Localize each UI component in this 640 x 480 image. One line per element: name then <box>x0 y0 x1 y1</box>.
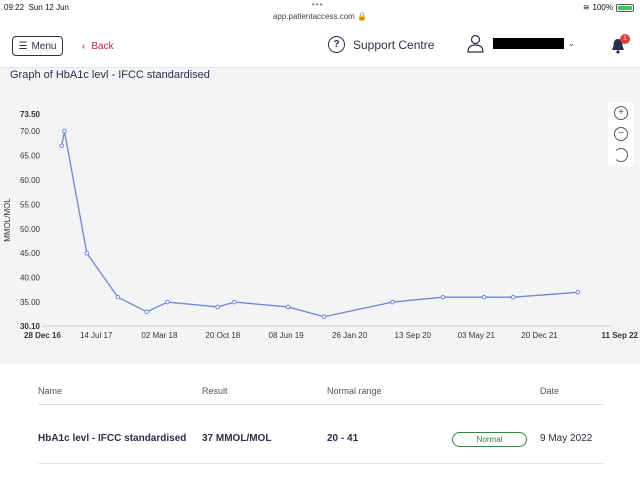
header-result: Result <box>202 386 228 396</box>
data-point <box>62 128 67 134</box>
y-tick-label: 50.00 <box>20 225 41 234</box>
y-tick-label: 65.00 <box>20 152 41 161</box>
results-panel: Name Result Normal range Date HbA1c levl… <box>0 364 640 480</box>
x-tick-label: 11 Sep 22 <box>602 331 639 340</box>
y-tick-label: 73.50 <box>20 110 41 119</box>
hba1c-series-line <box>61 130 578 318</box>
data-point <box>232 299 237 305</box>
support-label: Support Centre <box>353 37 435 52</box>
user-icon <box>467 34 484 53</box>
data-point <box>321 314 327 320</box>
back-link[interactable]: ‹ Back <box>82 41 114 52</box>
hamburger-icon: ☰ <box>18 40 28 52</box>
status-bar: 09:22 Sun 12 Jun ••• app.patientaccess.c… <box>0 0 640 24</box>
redacted-username <box>493 38 564 49</box>
notification-badge: 1 <box>620 34 630 44</box>
data-point <box>115 294 121 300</box>
support-centre-link[interactable]: ? Support Centre <box>328 36 434 53</box>
x-tick-label: 14 Jul 17 <box>80 331 113 340</box>
zoom-in-icon[interactable]: + <box>614 105 628 120</box>
data-point <box>575 289 581 295</box>
graph-title: Graph of HbA1c levl - IFCC standardised <box>10 69 210 81</box>
zoom-controls: + − <box>608 102 634 166</box>
y-tick-label: 60.00 <box>20 176 41 185</box>
menu-button[interactable]: ☰ Menu <box>12 36 63 56</box>
status-time: 09:22 Sun 12 Jun <box>4 3 69 12</box>
url-bar[interactable]: app.patientaccess.com 🔒 <box>272 12 368 21</box>
lock-icon: 🔒 <box>357 12 368 21</box>
app-header: ☰ Menu ‹ Back ? Support Centre ⌄ 1 <box>0 24 640 68</box>
header-date: Date <box>540 386 560 396</box>
wifi-icon: ≋ <box>582 3 590 12</box>
status-badge: Normal <box>452 432 527 447</box>
y-tick-label: 45.00 <box>20 249 41 258</box>
y-tick-label: 55.00 <box>20 200 41 209</box>
divider <box>38 463 604 464</box>
data-point <box>215 304 220 310</box>
x-tick-label: 13 Sep 20 <box>395 331 432 340</box>
y-tick-label: 70.00 <box>20 127 41 136</box>
more-dots-icon[interactable]: ••• <box>312 0 324 9</box>
result-name: HbA1c levl - IFCC standardised <box>38 433 187 444</box>
data-point <box>165 299 170 305</box>
data-point <box>144 309 150 315</box>
header-name: Name <box>38 386 63 396</box>
data-point <box>390 299 395 305</box>
chevron-left-icon: ‹ <box>82 41 86 52</box>
battery-icon <box>616 3 634 12</box>
zoom-out-icon[interactable]: − <box>614 126 628 141</box>
x-tick-label: 20 Oct 18 <box>206 331 241 340</box>
y-tick-label: 35.00 <box>20 298 41 307</box>
result-value: 37 MMOL/MOL <box>202 433 272 444</box>
x-tick-label: 20 Dec 21 <box>521 331 558 340</box>
result-range: 20 - 41 <box>327 433 359 444</box>
reset-zoom-icon[interactable] <box>614 148 628 163</box>
x-tick-label: 28 Dec 16 <box>24 331 61 340</box>
hba1c-line-chart[interactable]: 73.50 70.00 65.00 60.00 55.00 50.00 45.00 40.00… <box>0 96 640 346</box>
divider <box>38 404 604 405</box>
data-point <box>440 294 446 300</box>
y-tick-label: 30.10 <box>20 322 41 331</box>
x-tick-label: 02 Mar 18 <box>141 331 178 340</box>
help-icon: ? <box>328 36 345 53</box>
data-point <box>84 250 90 256</box>
y-axis-label: MMOL/MOL <box>3 198 12 242</box>
back-label: Back <box>91 41 114 52</box>
chevron-down-icon: ⌄ <box>568 39 575 48</box>
x-tick-label: 08 Jun 19 <box>269 331 305 340</box>
user-menu[interactable]: ⌄ <box>467 34 575 53</box>
y-tick-label: 40.00 <box>20 274 41 283</box>
data-point <box>510 294 516 300</box>
data-point <box>285 304 291 310</box>
status-right: ≋ 100% <box>583 3 634 12</box>
result-date: 9 May 2022 <box>540 433 593 444</box>
menu-label: Menu <box>31 40 57 52</box>
header-range: Normal range <box>327 386 382 396</box>
data-point <box>481 294 487 300</box>
x-tick-label: 26 Jan 20 <box>332 331 368 340</box>
data-point <box>59 143 65 149</box>
x-tick-label: 03 May 21 <box>458 331 496 340</box>
notifications-button[interactable]: 1 <box>611 34 630 59</box>
battery-label: 100% <box>592 3 613 12</box>
